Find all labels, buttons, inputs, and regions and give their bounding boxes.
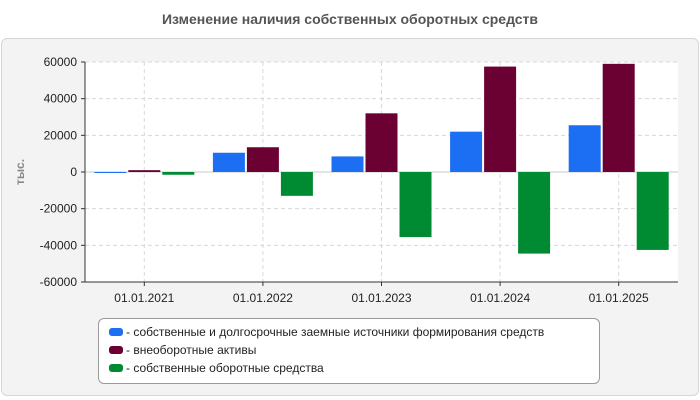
legend-item-working-capital: - собственные оборотные средства [109, 359, 599, 377]
bar-0-2 [331, 156, 364, 172]
y-tick-label: 60000 [44, 55, 78, 69]
legend-swatch-noncurrent-assets [109, 346, 123, 354]
legend-label-sources: - собственные и долгосрочные заемные ист… [126, 325, 545, 339]
x-tick-label: 01.01.2024 [470, 291, 530, 305]
y-tick-label: 40000 [44, 92, 78, 106]
legend-item-noncurrent-assets: - внеоборотные активы [109, 341, 599, 359]
y-axis-label: тыс. [13, 159, 27, 185]
bar-1-2 [365, 113, 398, 172]
legend-swatch-sources [109, 328, 123, 336]
bar-2-3 [518, 172, 551, 254]
y-tick-label: -20000 [40, 202, 78, 216]
bar-1-3 [484, 66, 517, 172]
legend-swatch-working-capital [109, 364, 123, 372]
bar-1-0 [128, 170, 161, 172]
legend-item-sources: - собственные и долгосрочные заемные ист… [109, 323, 599, 341]
bar-2-1 [280, 172, 313, 196]
y-tick-label: -40000 [40, 238, 78, 252]
legend-label-working-capital: - собственные оборотные средства [126, 361, 324, 375]
x-tick-label: 01.01.2021 [114, 291, 174, 305]
bar-1-4 [602, 63, 635, 173]
y-tick-label: 20000 [44, 128, 78, 142]
x-tick-label: 01.01.2023 [351, 291, 411, 305]
legend-label-noncurrent-assets: - внеоборотные активы [126, 343, 257, 357]
chart-title: Изменение наличия собственных оборотных … [161, 11, 539, 27]
bar-1-1 [246, 147, 279, 172]
bar-2-0 [162, 172, 195, 175]
y-tick-label: 0 [70, 165, 77, 179]
bar-0-0 [94, 172, 127, 173]
y-tick-label: -60000 [40, 275, 78, 289]
bar-0-1 [212, 152, 245, 172]
bar-0-3 [450, 131, 483, 172]
bar-2-2 [399, 172, 432, 238]
bar-2-4 [636, 172, 669, 250]
bar-0-4 [568, 125, 601, 172]
x-tick-label: 01.01.2022 [233, 291, 293, 305]
x-tick-label: 01.01.2025 [589, 291, 649, 305]
chart-legend: - собственные и долгосрочные заемные ист… [98, 318, 600, 384]
